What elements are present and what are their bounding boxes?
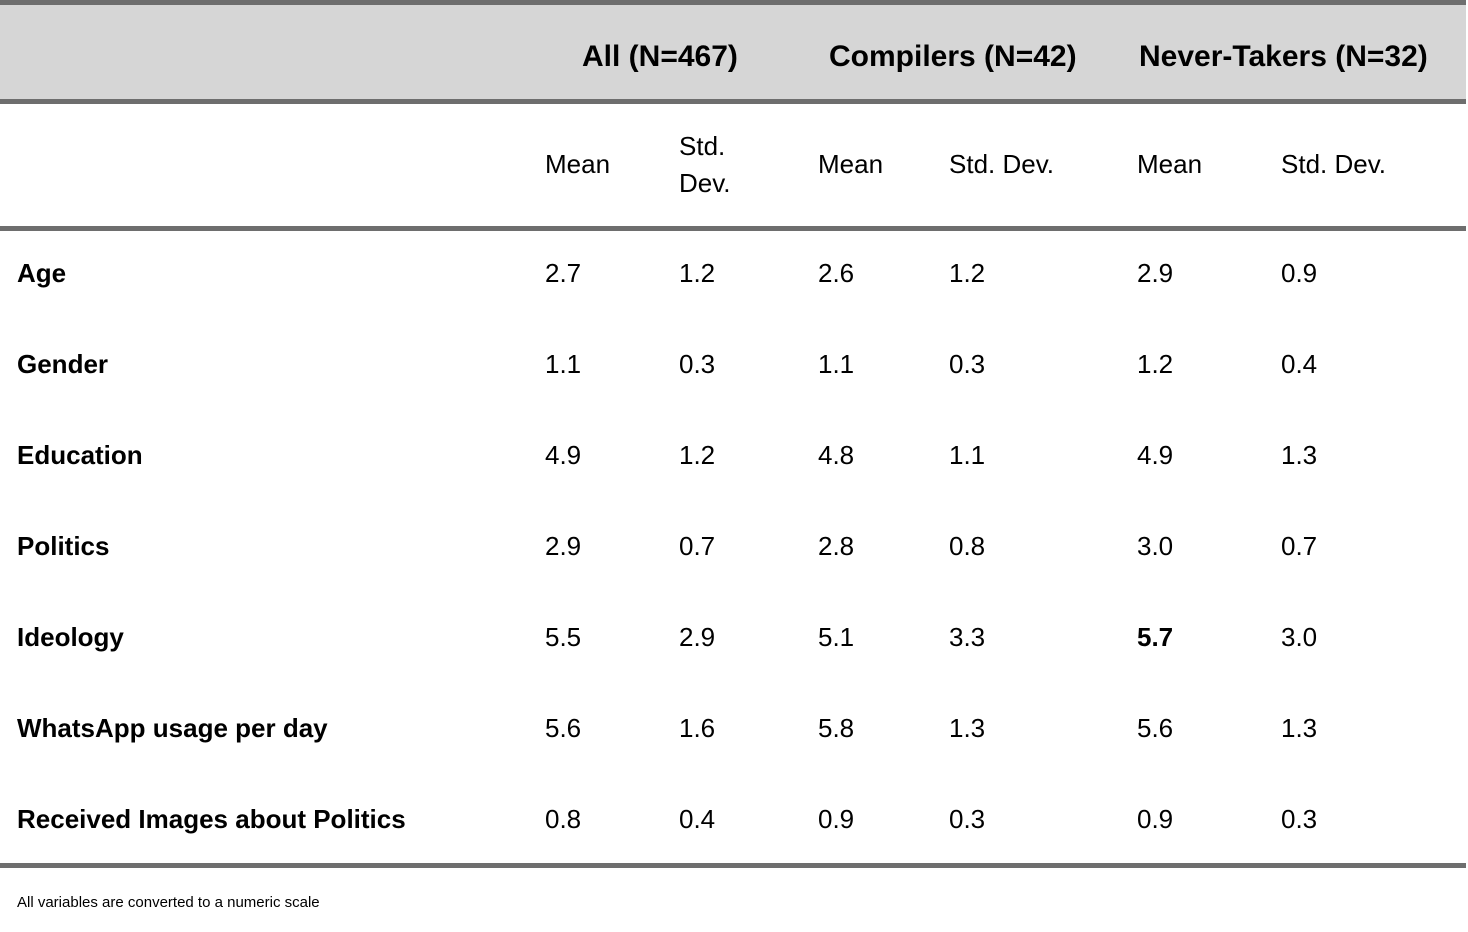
- cell-ideology-compilers-sd: 3.3: [949, 622, 986, 652]
- subheader-never-takers-sd: Std. Dev.: [1281, 149, 1387, 179]
- cell-received-images-all-mean: 0.8: [545, 804, 582, 834]
- cell-politics-never-takers-sd: 0.7: [1281, 531, 1318, 561]
- cell-politics-all-mean: 2.9: [545, 531, 582, 561]
- subheader-all-sd-line1: Std.: [679, 131, 726, 161]
- cell-received-images-never-takers-sd: 0.3: [1281, 804, 1318, 834]
- row-label-age: Age: [17, 258, 67, 288]
- table-note: All variables are converted to a numeric…: [17, 894, 320, 911]
- row-label-gender: Gender: [17, 349, 109, 379]
- cell-received-images-compilers-sd: 0.3: [949, 804, 986, 834]
- header-rule: [0, 99, 1466, 104]
- cell-received-images-never-takers-mean: 0.9: [1137, 804, 1174, 834]
- cell-age-never-takers-mean: 2.9: [1137, 258, 1174, 288]
- cell-ideology-all-mean: 5.5: [545, 622, 582, 652]
- cell-politics-all-sd: 0.7: [679, 531, 716, 561]
- cell-age-all-mean: 2.7: [545, 258, 582, 288]
- bottom-rule: [0, 863, 1466, 868]
- cell-whatsapp-compilers-sd: 1.3: [949, 713, 986, 743]
- cell-age-never-takers-sd: 0.9: [1281, 258, 1318, 288]
- cell-education-never-takers-sd: 1.3: [1281, 440, 1318, 470]
- subheader-all-mean: Mean: [545, 149, 611, 179]
- subheader-never-takers-mean: Mean: [1137, 149, 1203, 179]
- cell-whatsapp-all-sd: 1.6: [679, 713, 716, 743]
- cell-age-compilers-sd: 1.2: [949, 258, 986, 288]
- group-header-all: All (N=467): [582, 40, 738, 73]
- cell-ideology-never-takers-mean: 5.7: [1137, 622, 1174, 652]
- cell-whatsapp-compilers-mean: 5.8: [818, 713, 855, 743]
- cell-education-compilers-sd: 1.1: [949, 440, 986, 470]
- cell-whatsapp-all-mean: 5.6: [545, 713, 582, 743]
- cell-gender-never-takers-sd: 0.4: [1281, 349, 1318, 379]
- cell-whatsapp-never-takers-mean: 5.6: [1137, 713, 1174, 743]
- subheader-compilers-mean: Mean: [818, 149, 884, 179]
- group-header-band: All (N=467) Compilers (N=42) Never-Taker…: [0, 5, 1466, 100]
- subheader-all-sd-line2: Dev.: [679, 168, 731, 198]
- cell-politics-compilers-sd: 0.8: [949, 531, 986, 561]
- row-label-whatsapp-usage: WhatsApp usage per day: [17, 713, 328, 743]
- cell-education-all-sd: 1.2: [679, 440, 716, 470]
- cell-age-compilers-mean: 2.6: [818, 258, 855, 288]
- subheader-rule: [0, 226, 1466, 231]
- cell-gender-all-sd: 0.3: [679, 349, 716, 379]
- cell-ideology-never-takers-sd: 3.0: [1281, 622, 1318, 652]
- group-header-never-takers: Never-Takers (N=32): [1139, 40, 1428, 73]
- cell-politics-compilers-mean: 2.8: [818, 531, 855, 561]
- cell-education-compilers-mean: 4.8: [818, 440, 855, 470]
- cell-gender-compilers-sd: 0.3: [949, 349, 986, 379]
- top-rule: [0, 0, 1466, 5]
- cell-ideology-all-sd: 2.9: [679, 622, 716, 652]
- cell-education-all-mean: 4.9: [545, 440, 582, 470]
- group-header-compilers: Compilers (N=42): [829, 40, 1077, 73]
- cell-received-images-all-sd: 0.4: [679, 804, 716, 834]
- row-label-politics: Politics: [17, 531, 110, 561]
- subheader-compilers-sd: Std. Dev.: [949, 149, 1055, 179]
- cell-education-never-takers-mean: 4.9: [1137, 440, 1174, 470]
- cell-gender-compilers-mean: 1.1: [818, 349, 855, 379]
- cell-gender-all-mean: 1.1: [545, 349, 582, 379]
- row-label-ideology: Ideology: [17, 622, 124, 652]
- row-label-education: Education: [17, 440, 143, 470]
- cell-age-all-sd: 1.2: [679, 258, 716, 288]
- cell-received-images-compilers-mean: 0.9: [818, 804, 855, 834]
- cell-whatsapp-never-takers-sd: 1.3: [1281, 713, 1318, 743]
- cell-ideology-compilers-mean: 5.1: [818, 622, 855, 652]
- cell-gender-never-takers-mean: 1.2: [1137, 349, 1174, 379]
- row-label-received-images: Received Images about Politics: [17, 804, 406, 834]
- cell-politics-never-takers-mean: 3.0: [1137, 531, 1174, 561]
